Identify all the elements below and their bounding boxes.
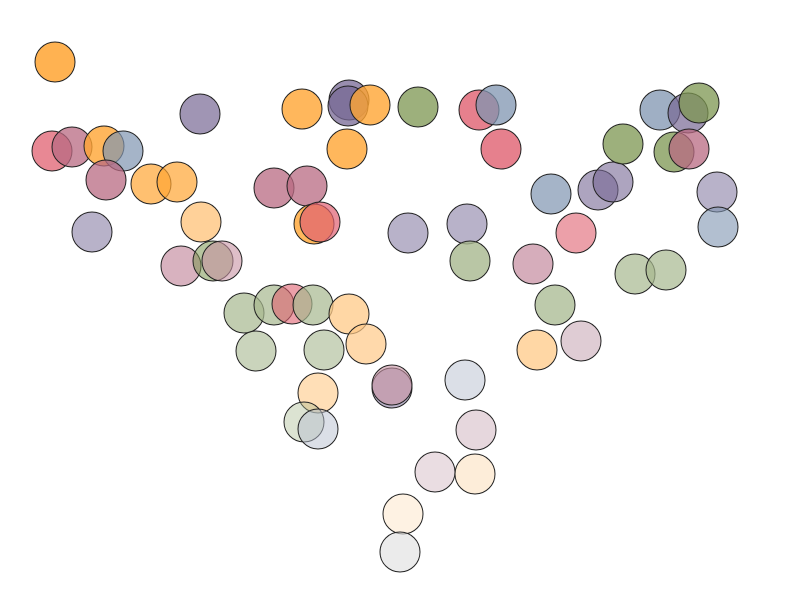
scatter-point: [678, 82, 720, 124]
scatter-point: [303, 329, 345, 371]
scatter-point: [299, 201, 341, 243]
scatter-point: [697, 206, 739, 248]
scatter-point: [379, 531, 421, 573]
scatter-point: [696, 171, 738, 213]
scatter-point: [414, 451, 456, 493]
scatter-point: [530, 173, 572, 215]
scatter-point: [592, 161, 634, 203]
scatter-point: [349, 84, 391, 126]
scatter-point: [180, 201, 222, 243]
scatter-point: [602, 123, 644, 165]
scatter-point: [345, 323, 387, 365]
scatter-point: [292, 284, 334, 326]
scatter-point: [480, 128, 522, 170]
scatter-point: [201, 240, 243, 282]
scatter-point: [371, 364, 413, 406]
points-layer: [31, 41, 739, 573]
scatter-point: [71, 211, 113, 253]
scatter-point: [512, 243, 554, 285]
scatter-point: [281, 88, 323, 130]
scatter-point: [516, 329, 558, 371]
scatter-point: [397, 86, 439, 128]
scatter-point: [85, 159, 127, 201]
scatter-point: [235, 330, 277, 372]
scatter-point: [382, 493, 424, 535]
scatter-point: [455, 409, 497, 451]
scatter-point: [156, 161, 198, 203]
scatter-point: [446, 203, 488, 245]
scatter-point: [449, 240, 491, 282]
scatter-point: [444, 359, 486, 401]
scatter-point: [297, 408, 339, 450]
scatter-point: [286, 165, 328, 207]
scatter-point: [475, 84, 517, 126]
scatter-point: [555, 212, 597, 254]
scatter-point: [668, 128, 710, 170]
scatter-point: [560, 320, 602, 362]
scatter-point: [179, 93, 221, 135]
scatter-point: [326, 128, 368, 170]
scatter-point: [34, 41, 76, 83]
scatter-point: [645, 249, 687, 291]
scatter-point: [534, 284, 576, 326]
scatter-point: [387, 212, 429, 254]
scatter-point: [454, 453, 496, 495]
